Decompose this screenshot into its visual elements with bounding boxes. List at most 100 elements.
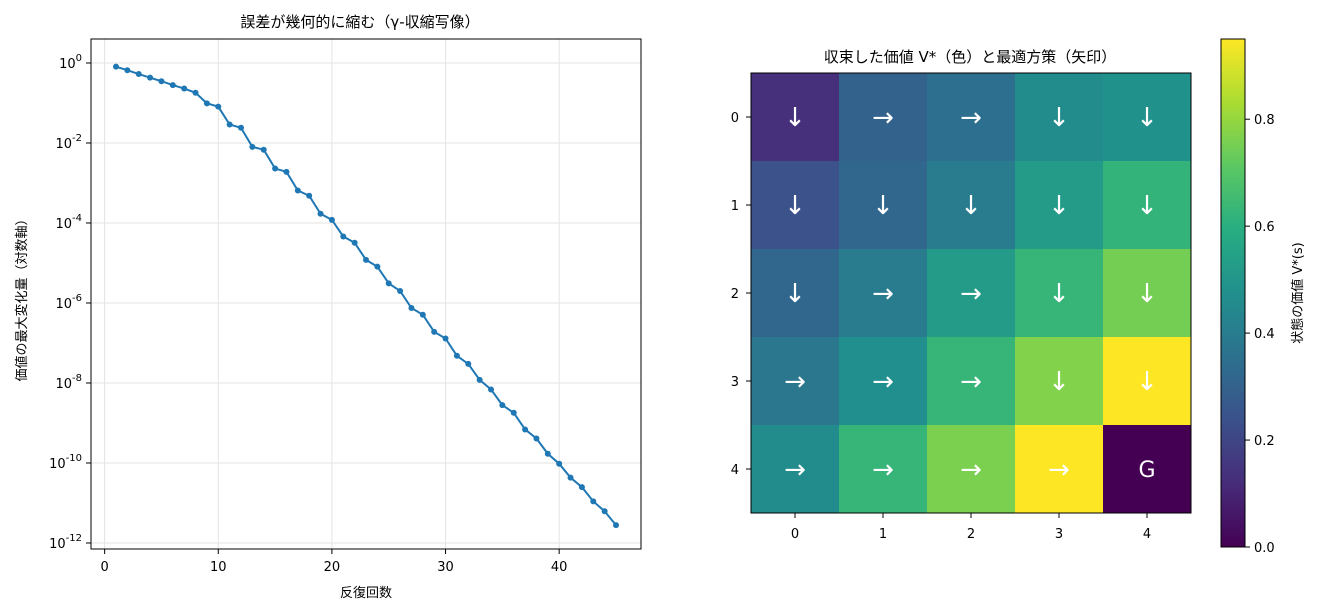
data-point bbox=[147, 74, 154, 81]
data-point bbox=[601, 508, 608, 515]
policy-arrow: ↓ bbox=[784, 191, 806, 221]
data-point bbox=[510, 409, 517, 416]
data-point bbox=[556, 460, 563, 467]
policy-arrows: ↓ → → ↓ ↓ ↓ ↓ ↓ ↓ ↓ ↓ → → ↓ ↓ → → → ↓ ↓ → → → → G bbox=[784, 103, 1158, 485]
policy-arrow: → bbox=[784, 367, 806, 397]
left-y-tick-label: 10-6 bbox=[55, 293, 82, 312]
convergence-line-chart: 誤差が幾何的に縮む（γ-収縮写像） 0 10 20 30 40 10010-210-41… bbox=[14, 13, 642, 601]
policy-arrow: → bbox=[872, 367, 894, 397]
data-point bbox=[590, 498, 597, 505]
right-chart-title: 収束した価値 V*（色）と最適方策（矢印） bbox=[824, 48, 1117, 66]
data-point bbox=[260, 146, 267, 153]
left-x-tick-label: 20 bbox=[324, 560, 341, 575]
series-line bbox=[115, 65, 617, 526]
left-y-tick-label: 10-8 bbox=[55, 373, 82, 392]
heatmap-y-tick-label: 3 bbox=[731, 375, 739, 390]
data-point bbox=[203, 100, 210, 107]
heatmap-cell bbox=[839, 425, 928, 514]
data-point bbox=[317, 210, 324, 217]
data-point bbox=[499, 402, 506, 409]
data-point bbox=[533, 435, 540, 442]
policy-arrow: ↓ bbox=[1136, 103, 1158, 133]
heatmap-cells bbox=[751, 73, 1192, 514]
data-point bbox=[522, 426, 529, 433]
data-point bbox=[283, 168, 290, 175]
colorbar-gradient bbox=[1220, 38, 1246, 548]
data-point bbox=[272, 165, 279, 172]
heatmap-cell bbox=[1103, 425, 1192, 514]
heatmap-cell bbox=[839, 337, 928, 426]
data-point bbox=[328, 216, 335, 223]
data-point bbox=[363, 256, 369, 263]
heatmap-cell bbox=[1015, 337, 1104, 426]
left-y-tick-label: 100 bbox=[59, 53, 82, 72]
heatmap-x-ticks: 0 1 2 3 4 bbox=[791, 513, 1151, 542]
data-point bbox=[124, 67, 131, 74]
left-x-tick-label: 30 bbox=[437, 560, 454, 575]
heatmap-cell bbox=[1103, 249, 1192, 338]
left-y-tick-label: 10-2 bbox=[55, 133, 82, 152]
heatmap-cell bbox=[839, 73, 928, 162]
data-point bbox=[135, 71, 142, 78]
data-point bbox=[488, 386, 494, 393]
policy-arrow: → bbox=[960, 455, 982, 485]
data-point bbox=[294, 187, 301, 194]
left-y-tick-label: 10-12 bbox=[49, 533, 82, 552]
heatmap-cell bbox=[927, 161, 1016, 250]
data-point bbox=[408, 304, 415, 311]
policy-arrow: ↓ bbox=[1136, 279, 1158, 309]
data-point bbox=[169, 82, 176, 89]
policy-arrow: ↓ bbox=[784, 103, 806, 133]
left-y-axis-label: 価値の最大変化量（対数軸） bbox=[14, 212, 30, 381]
data-point bbox=[374, 263, 381, 270]
data-point bbox=[306, 192, 313, 199]
data-point bbox=[249, 143, 256, 150]
heatmap-cell bbox=[1103, 73, 1192, 162]
colorbar-tick-label: 0.2 bbox=[1254, 434, 1275, 449]
heatmap-cell bbox=[839, 161, 928, 250]
policy-arrow: → bbox=[872, 103, 894, 133]
policy-arrow: ↓ bbox=[1048, 191, 1070, 221]
policy-arrow: ↓ bbox=[1048, 103, 1070, 133]
data-point bbox=[453, 352, 460, 359]
colorbar-tick-label: 0.0 bbox=[1254, 541, 1275, 556]
data-point bbox=[158, 78, 165, 85]
policy-arrow: → bbox=[784, 455, 806, 485]
heatmap-cell bbox=[751, 161, 840, 250]
colorbar-ticks: 0.0 0.2 0.4 0.6 0.8 bbox=[1245, 113, 1275, 556]
policy-arrow: ↓ bbox=[1136, 367, 1158, 397]
left-x-tick-label: 40 bbox=[551, 560, 568, 575]
heatmap-cell bbox=[751, 337, 840, 426]
heatmap-y-tick-label: 4 bbox=[731, 463, 739, 478]
data-point bbox=[215, 103, 222, 110]
heatmap-cell bbox=[927, 425, 1016, 514]
data-point bbox=[567, 474, 574, 481]
policy-arrow: → bbox=[960, 367, 982, 397]
colorbar: 0.0 0.2 0.4 0.6 0.8 状態の価値 V*(s) bbox=[1220, 38, 1306, 556]
data-point bbox=[476, 376, 483, 383]
data-point bbox=[397, 287, 404, 294]
data-point bbox=[192, 89, 199, 96]
heatmap-cell bbox=[751, 73, 840, 162]
heatmap-cell bbox=[1103, 337, 1192, 426]
series-points bbox=[113, 63, 619, 529]
data-point bbox=[431, 328, 438, 335]
left-chart-title: 誤差が幾何的に縮む（γ-収縮写像） bbox=[240, 13, 479, 31]
heatmap-y-tick-label: 2 bbox=[731, 287, 739, 302]
left-y-ticks: 100 10-2 10-4 10-6 10-8 10-10 10-12 bbox=[49, 53, 91, 552]
heatmap-x-tick-label: 0 bbox=[791, 527, 799, 542]
left-y-tick-label: 10-10 bbox=[49, 453, 82, 472]
colorbar-tick-label: 0.6 bbox=[1254, 220, 1275, 235]
data-point bbox=[113, 63, 119, 70]
data-point bbox=[578, 484, 585, 491]
data-point bbox=[238, 124, 244, 131]
heatmap-y-tick-label: 1 bbox=[731, 199, 739, 214]
policy-arrow: ↓ bbox=[960, 191, 982, 221]
data-point bbox=[351, 239, 358, 246]
policy-arrow: → bbox=[960, 279, 982, 309]
heatmap-cell bbox=[927, 337, 1016, 426]
data-point bbox=[419, 311, 426, 318]
data-point bbox=[465, 360, 472, 367]
left-y-tick-label: 10-4 bbox=[55, 213, 82, 232]
